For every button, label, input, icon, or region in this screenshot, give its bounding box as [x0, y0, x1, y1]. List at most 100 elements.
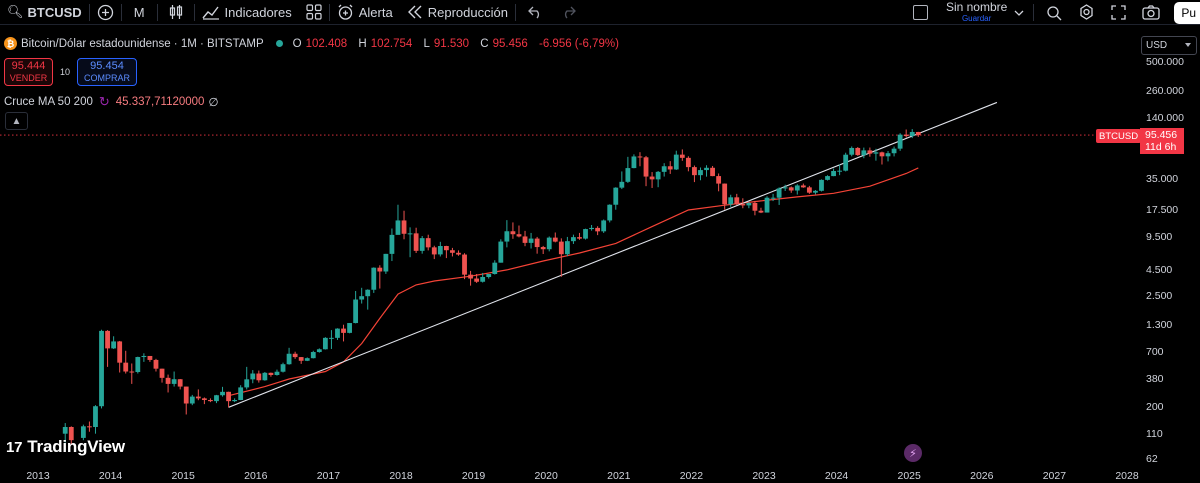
- currency-select[interactable]: USD: [1141, 36, 1197, 55]
- settings-button[interactable]: [1070, 0, 1103, 25]
- chevron-up-icon: ▲: [11, 115, 22, 127]
- candle: [347, 323, 352, 334]
- candle-body: [93, 406, 98, 428]
- candle-body: [819, 179, 824, 191]
- candle-body: [413, 233, 419, 251]
- candle: [105, 330, 110, 367]
- fullscreen-icon: [1111, 5, 1126, 20]
- fullscreen-button[interactable]: [1103, 0, 1134, 25]
- candle: [734, 193, 740, 205]
- candle: [135, 356, 141, 374]
- candle: [698, 167, 703, 181]
- candle: [443, 245, 449, 259]
- publish-button[interactable]: Pu: [1174, 1, 1200, 24]
- toolbar-right: Sin nombre Guardar Pu: [912, 0, 1200, 25]
- symbol-title[interactable]: Bitcoin/Dólar estadounidense · 1M · BITS…: [21, 37, 264, 50]
- candle: [498, 239, 504, 263]
- tradingview-logo[interactable]: 17 TradingView: [6, 437, 125, 457]
- candle-body: [395, 220, 401, 235]
- candle-body: [335, 328, 340, 338]
- candle-body: [389, 234, 395, 254]
- open-label: O: [292, 37, 302, 50]
- candle: [468, 270, 473, 286]
- layout-name-button[interactable]: Sin nombre Guardar: [946, 1, 1007, 24]
- candle-body: [68, 427, 74, 441]
- collapse-legend-button[interactable]: ▲: [5, 112, 28, 130]
- candle: [335, 328, 340, 340]
- candle-body: [304, 358, 310, 361]
- indicator-name: Cruce MA 50 200: [4, 96, 93, 108]
- candle-body: [322, 337, 328, 350]
- templates-button[interactable]: [299, 0, 329, 25]
- trendline-segment[interactable]: [228, 101, 998, 408]
- candle-body: [843, 154, 849, 171]
- sell-button[interactable]: 95.444 VENDER: [4, 58, 53, 86]
- candle-body: [431, 247, 437, 255]
- candle: [256, 370, 262, 383]
- symbol-search[interactable]: 🔍︎ BTCUSD: [0, 0, 89, 25]
- indicators-button[interactable]: Indicadores: [195, 0, 299, 25]
- price-tick: 380: [1146, 372, 1164, 385]
- low-label: L: [423, 37, 430, 50]
- replay-label: Reproducción: [427, 4, 508, 20]
- rewind-icon: [407, 5, 422, 19]
- time-tick: 2025: [897, 470, 921, 482]
- candle: [855, 147, 861, 156]
- candle-body: [752, 202, 758, 211]
- candle-body: [776, 188, 782, 198]
- undo-icon: [528, 6, 539, 18]
- candle: [746, 201, 752, 209]
- symbol-label: BTCUSD: [27, 4, 82, 20]
- time-tick: 2022: [679, 470, 704, 482]
- divider: [88, 3, 90, 21]
- ohlc-values: O 102.408 H 102.754 L 91.530 C 95.456 -6.956…: [293, 38, 623, 50]
- candle: [462, 253, 467, 280]
- chart-type-button[interactable]: [158, 0, 194, 25]
- time-tick: 2023: [752, 470, 776, 482]
- alert-button[interactable]: Alerta: [330, 0, 400, 25]
- candle-body: [504, 231, 510, 242]
- candle-body: [226, 391, 231, 402]
- candle: [831, 168, 836, 177]
- candle-body: [601, 220, 607, 232]
- candle: [195, 389, 201, 401]
- redo-button[interactable]: [555, 0, 582, 25]
- indicator-legend[interactable]: Cruce MA 50 200 ↻ 45.337,71120000 ∅: [4, 94, 218, 110]
- candle: [583, 228, 588, 240]
- replay-button[interactable]: Reproducción: [400, 0, 515, 25]
- candle: [903, 129, 909, 138]
- alert-label: Alerta: [358, 4, 393, 20]
- candle-body: [462, 254, 467, 275]
- candle: [558, 238, 564, 277]
- price-tick: 700: [1146, 346, 1164, 359]
- lightning-icon[interactable]: ⚡︎: [904, 444, 922, 462]
- candle: [413, 227, 419, 253]
- candle-body: [867, 150, 873, 154]
- candle-body: [577, 237, 582, 239]
- candle-body: [873, 152, 879, 154]
- price-tick: 17.500: [1146, 203, 1179, 216]
- candle-body: [425, 238, 431, 248]
- candle-body: [885, 153, 891, 157]
- candle: [867, 147, 873, 157]
- candle: [389, 228, 395, 262]
- candle-body: [141, 355, 147, 358]
- candle: [849, 146, 855, 157]
- undo-button[interactable]: [516, 0, 555, 25]
- candle: [825, 175, 830, 181]
- candle: [304, 357, 310, 362]
- buy-button[interactable]: 95.454 COMPRAR: [77, 58, 137, 86]
- candle-body: [564, 241, 570, 255]
- layout-checkbox[interactable]: [912, 5, 928, 20]
- interval-button[interactable]: M: [122, 0, 157, 25]
- snapshot-button[interactable]: [1134, 0, 1168, 25]
- quick-search-button[interactable]: [1034, 0, 1070, 25]
- candle-body: [256, 373, 262, 381]
- candle: [425, 234, 431, 251]
- price-chart[interactable]: [0, 25, 1200, 483]
- time-tick: 2026: [970, 470, 994, 482]
- candle-body: [468, 274, 473, 279]
- compare-button[interactable]: [90, 0, 121, 25]
- trend-line[interactable]: [228, 101, 998, 408]
- chevron-down-icon[interactable]: [1013, 7, 1025, 19]
